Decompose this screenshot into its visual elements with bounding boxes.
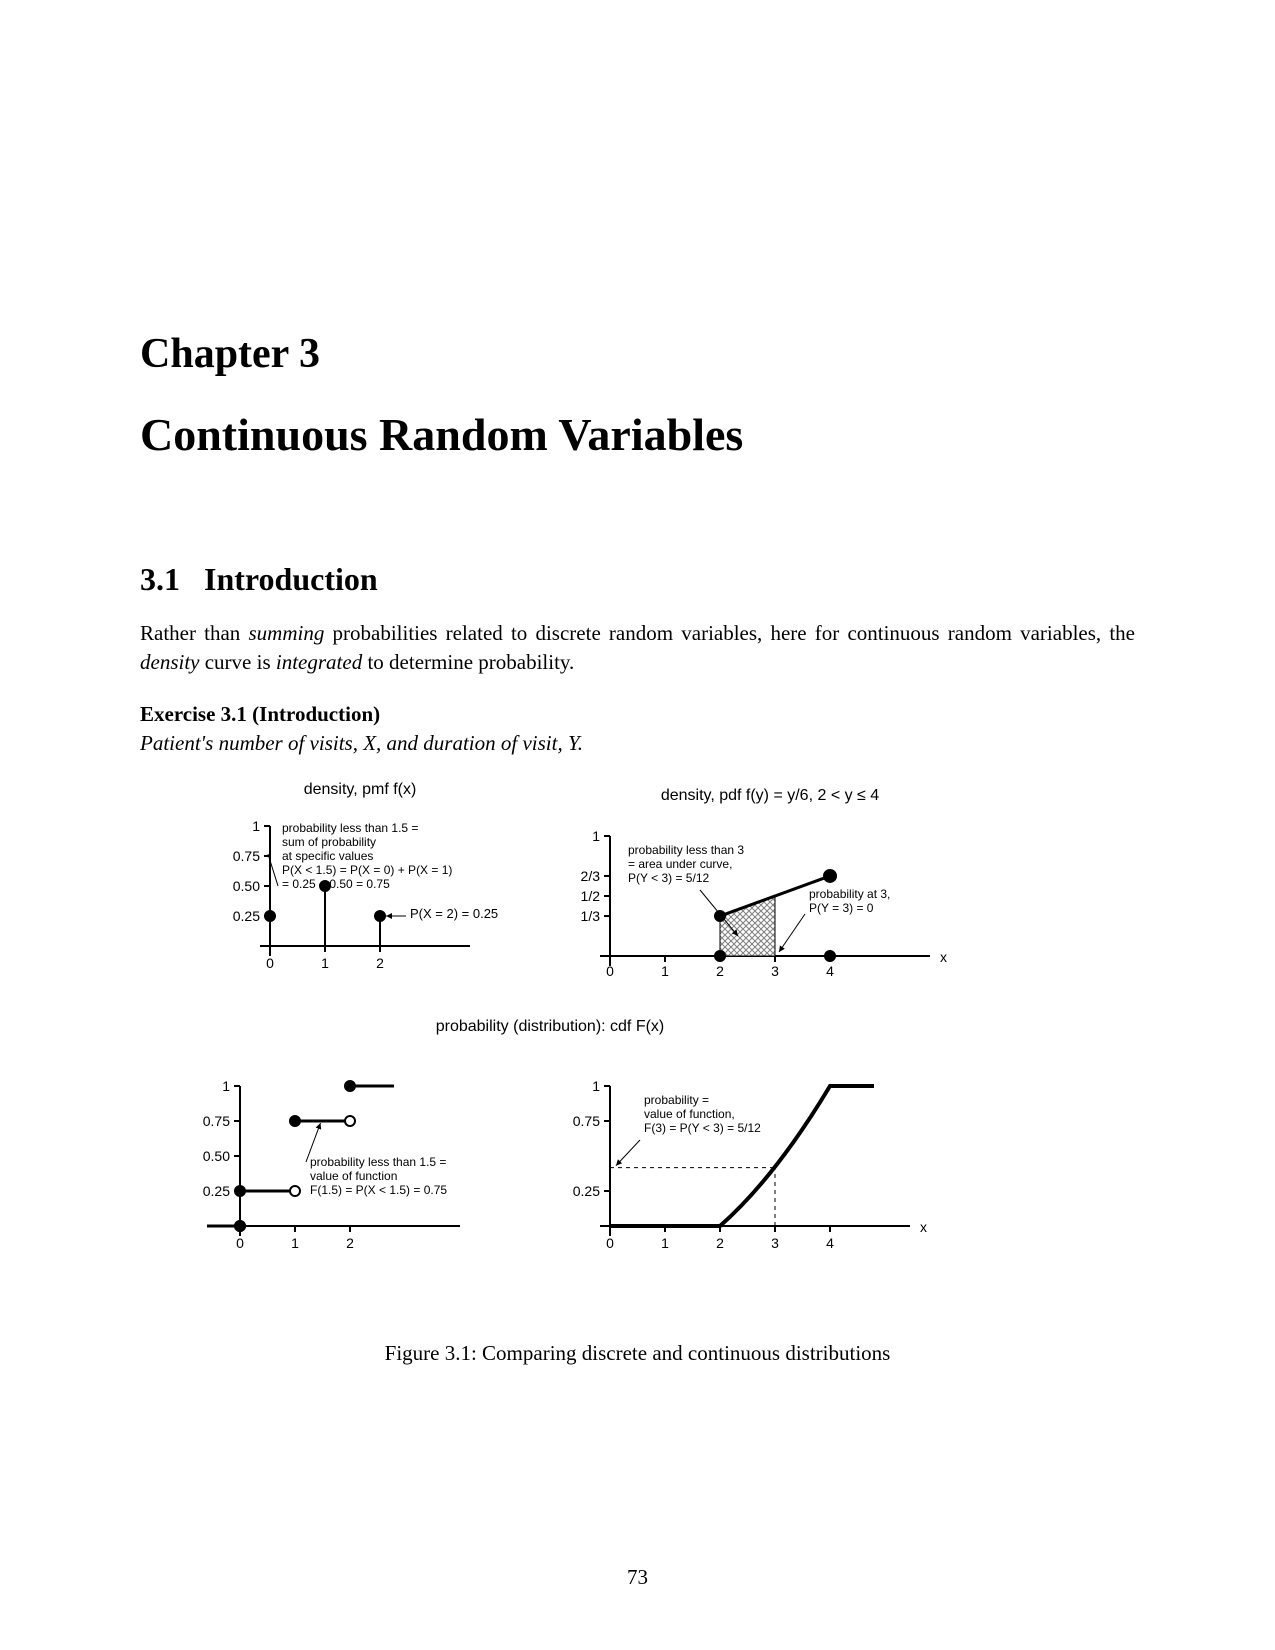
text-run: to determine probability. <box>362 650 574 674</box>
svg-text:4: 4 <box>826 963 834 979</box>
svg-text:0: 0 <box>266 955 274 971</box>
svg-text:at specific values: at specific values <box>282 849 373 863</box>
svg-text:probability less than 1.5 =: probability less than 1.5 = <box>310 1155 446 1169</box>
svg-text:0.75: 0.75 <box>573 1113 600 1129</box>
svg-text:value of function: value of function <box>310 1169 397 1183</box>
svg-text:2: 2 <box>346 1235 354 1251</box>
exercise-subtitle: Patient's number of visits, X, and durat… <box>140 731 1135 756</box>
svg-text:probability less than 3: probability less than 3 <box>628 843 744 857</box>
svg-text:0.25: 0.25 <box>233 908 260 924</box>
svg-text:0.75: 0.75 <box>233 848 260 864</box>
svg-text:2: 2 <box>716 963 724 979</box>
svg-text:F(1.5) = P(X < 1.5) = 0.75: F(1.5) = P(X < 1.5) = 0.75 <box>310 1183 447 1197</box>
svg-text:= 0.25 + 0.50 = 0.75: = 0.25 + 0.50 = 0.75 <box>282 877 390 891</box>
svg-text:probability less than 1.5 =: probability less than 1.5 = <box>282 821 418 835</box>
svg-text:x: x <box>920 1219 927 1235</box>
svg-text:0: 0 <box>236 1235 244 1251</box>
svg-text:1: 1 <box>592 1078 600 1094</box>
text-run: curve is <box>199 650 275 674</box>
svg-text:probability =: probability = <box>644 1093 709 1107</box>
svg-text:2: 2 <box>716 1235 724 1251</box>
svg-text:density, pdf f(y) = y/6, 2 < y: density, pdf f(y) = y/6, 2 < y ≤ 4 <box>661 787 879 804</box>
svg-text:0.50: 0.50 <box>233 878 260 894</box>
svg-text:F(3) = P(Y < 3) = 5/12: F(3) = P(Y < 3) = 5/12 <box>644 1121 761 1135</box>
text-run: integrated <box>276 650 362 674</box>
text-run: summing <box>248 621 324 645</box>
chapter-title: Continuous Random Variables <box>140 408 1135 461</box>
page-number: 73 <box>0 1565 1275 1590</box>
svg-text:P(Y < 3) = 5/12: P(Y < 3) = 5/12 <box>628 871 709 885</box>
svg-text:0.75: 0.75 <box>203 1113 230 1129</box>
svg-text:2/3: 2/3 <box>581 868 601 884</box>
section-heading: 3.1 Introduction <box>140 561 1135 598</box>
figure-svg: density, pmf f(x) 0.25 0.50 0.75 1 0 1 2 probabi… <box>140 776 960 1316</box>
intro-paragraph: Rather than summing probabilities relate… <box>140 619 1135 678</box>
svg-text:0: 0 <box>606 963 614 979</box>
svg-text:P(X < 1.5) = P(X = 0) + P(X =: P(X < 1.5) = P(X = 0) + P(X = 1) <box>282 863 452 877</box>
figure-caption: Figure 3.1: Comparing discrete and conti… <box>140 1341 1135 1366</box>
svg-text:0: 0 <box>606 1235 614 1251</box>
svg-text:probability at 3,: probability at 3, <box>809 887 890 901</box>
chapter-label: Chapter 3 <box>140 330 1135 378</box>
text-run: density <box>140 650 199 674</box>
svg-text:1/2: 1/2 <box>581 888 601 904</box>
svg-text:3: 3 <box>771 963 779 979</box>
svg-text:4: 4 <box>826 1235 834 1251</box>
svg-text:1/3: 1/3 <box>581 908 601 924</box>
svg-text:x: x <box>940 949 947 965</box>
svg-text:0.50: 0.50 <box>203 1148 230 1164</box>
exercise-label: Exercise 3.1 (Introduction) <box>140 702 380 726</box>
svg-text:= area under curve,: = area under curve, <box>628 857 732 871</box>
svg-text:probability (distribution): cd: probability (distribution): cdf F(x) <box>436 1018 665 1035</box>
svg-text:P(X = 2) = 0.25: P(X = 2) = 0.25 <box>410 906 498 921</box>
svg-text:1: 1 <box>252 818 260 834</box>
svg-text:0.25: 0.25 <box>573 1183 600 1199</box>
svg-text:1: 1 <box>291 1235 299 1251</box>
svg-text:density, pmf f(x): density, pmf f(x) <box>304 781 417 798</box>
svg-text:1: 1 <box>661 963 669 979</box>
svg-text:0.25: 0.25 <box>203 1183 230 1199</box>
page: Chapter 3 Continuous Random Variables 3.… <box>0 0 1275 1650</box>
svg-text:value of function,: value of function, <box>644 1107 735 1121</box>
svg-text:1: 1 <box>222 1078 230 1094</box>
section-title: Introduction <box>204 561 378 597</box>
text-run: probabilities related to discrete random… <box>324 621 1135 645</box>
figure-3-1: density, pmf f(x) 0.25 0.50 0.75 1 0 1 2 probabi… <box>140 776 1135 1321</box>
svg-text:1: 1 <box>592 828 600 844</box>
exercise-heading: Exercise 3.1 (Introduction) <box>140 702 1135 727</box>
svg-text:1: 1 <box>321 955 329 971</box>
svg-text:P(Y = 3) = 0: P(Y = 3) = 0 <box>809 901 874 915</box>
svg-text:3: 3 <box>771 1235 779 1251</box>
svg-text:sum of probability: sum of probability <box>282 835 376 849</box>
svg-text:2: 2 <box>376 955 384 971</box>
section-number: 3.1 <box>140 561 180 597</box>
svg-text:1: 1 <box>661 1235 669 1251</box>
text-run: Rather than <box>140 621 248 645</box>
